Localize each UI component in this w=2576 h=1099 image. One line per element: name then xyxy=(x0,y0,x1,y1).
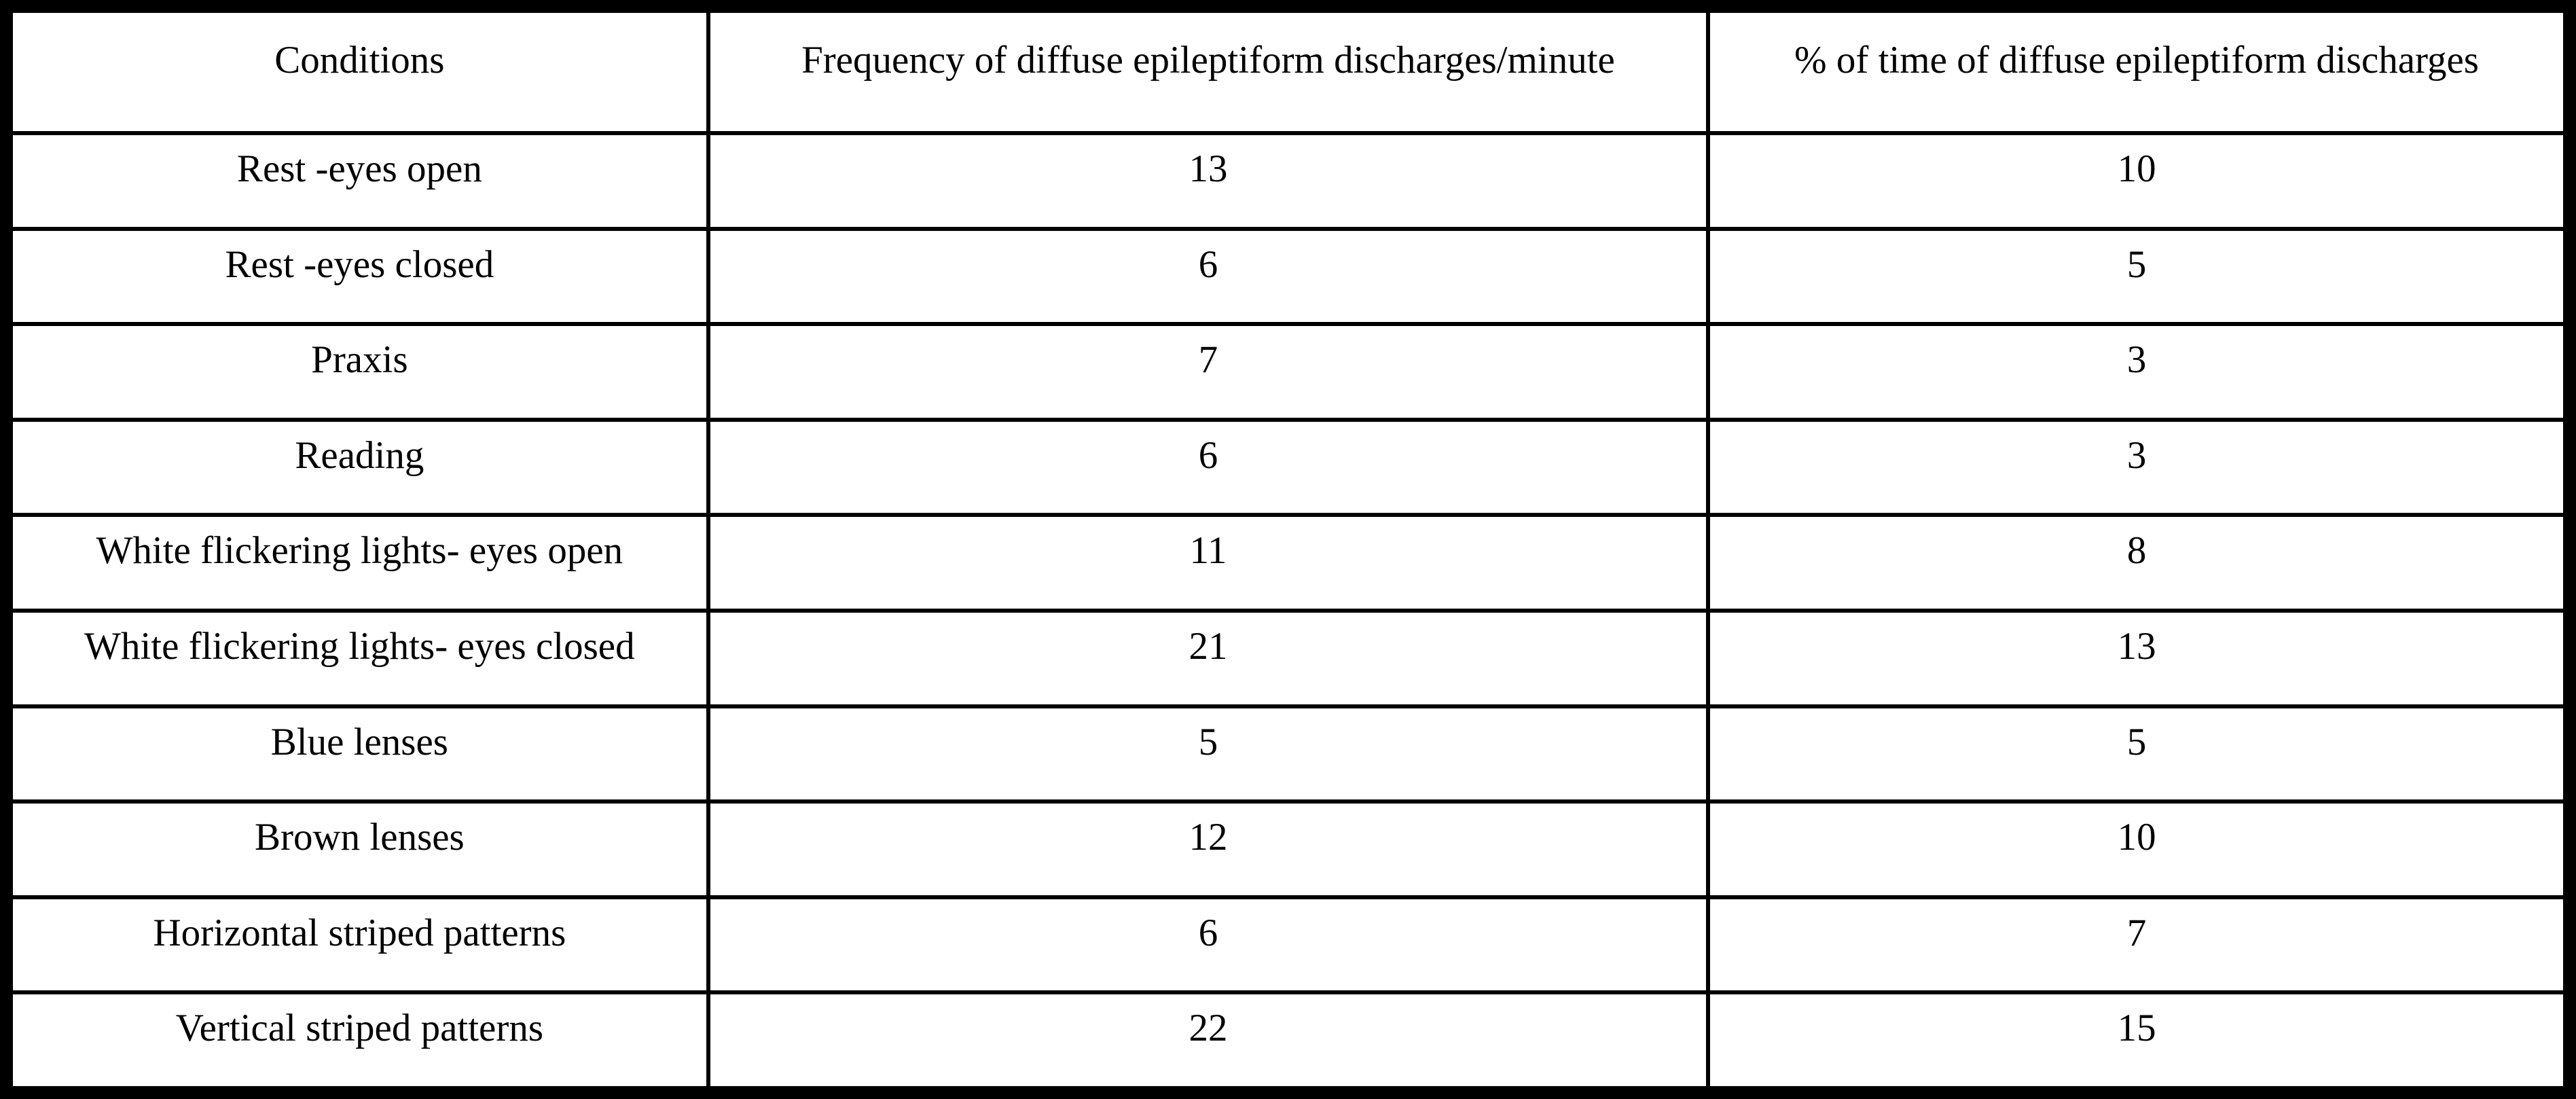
table-row: White flickering lights- eyes open 11 8 xyxy=(9,513,2567,613)
table-row: White flickering lights- eyes closed 21 … xyxy=(9,608,2567,708)
row-6-condition: White flickering lights- eyes closed xyxy=(9,608,710,708)
row-4-frequency: 6 xyxy=(706,417,1711,518)
row-2-percent: 5 xyxy=(1706,226,2567,327)
row-9-frequency: 6 xyxy=(706,895,1711,995)
row-2-condition: Rest -eyes closed xyxy=(9,226,710,327)
row-7-percent: 5 xyxy=(1706,704,2567,804)
conditions-table: Conditions Frequency of diffuse epilepti… xyxy=(9,9,2567,1090)
row-10-frequency: 22 xyxy=(706,990,1711,1090)
row-8-percent: 10 xyxy=(1706,799,2567,899)
row-1-percent: 10 xyxy=(1706,131,2567,231)
row-5-condition: White flickering lights- eyes open xyxy=(9,513,710,613)
row-7-condition: Blue lenses xyxy=(9,704,710,804)
row-9-condition: Horizontal striped patterns xyxy=(9,895,710,995)
row-1-condition: Rest -eyes open xyxy=(9,131,710,231)
table-row: Praxis 7 3 xyxy=(9,322,2567,422)
table-row: Brown lenses 12 10 xyxy=(9,799,2567,899)
row-7-frequency: 5 xyxy=(706,704,1711,804)
row-3-condition: Praxis xyxy=(9,322,710,422)
table-row: Rest -eyes open 13 10 xyxy=(9,131,2567,231)
row-9-percent: 7 xyxy=(1706,895,2567,995)
table-header-row: Conditions Frequency of diffuse epilepti… xyxy=(9,9,2567,135)
table-row: Rest -eyes closed 6 5 xyxy=(9,226,2567,327)
row-10-condition: Vertical striped patterns xyxy=(9,990,710,1090)
table-row: Horizontal striped patterns 6 7 xyxy=(9,895,2567,995)
table-row: Vertical striped patterns 22 15 xyxy=(9,990,2567,1090)
row-3-percent: 3 xyxy=(1706,322,2567,422)
row-4-condition: Reading xyxy=(9,417,710,518)
header-conditions: Conditions xyxy=(9,9,710,135)
header-frequency: Frequency of diffuse epileptiform discha… xyxy=(706,9,1711,135)
row-6-frequency: 21 xyxy=(706,608,1711,708)
row-3-frequency: 7 xyxy=(706,322,1711,422)
row-2-frequency: 6 xyxy=(706,226,1711,327)
row-6-percent: 13 xyxy=(1706,608,2567,708)
row-4-percent: 3 xyxy=(1706,417,2567,518)
row-5-frequency: 11 xyxy=(706,513,1711,613)
row-10-percent: 15 xyxy=(1706,990,2567,1090)
table-row: Reading 6 3 xyxy=(9,417,2567,518)
header-percent: % of time of diffuse epileptiform discha… xyxy=(1706,9,2567,135)
row-8-condition: Brown lenses xyxy=(9,799,710,899)
table-row: Blue lenses 5 5 xyxy=(9,704,2567,804)
row-1-frequency: 13 xyxy=(706,131,1711,231)
row-8-frequency: 12 xyxy=(706,799,1711,899)
row-5-percent: 8 xyxy=(1706,513,2567,613)
